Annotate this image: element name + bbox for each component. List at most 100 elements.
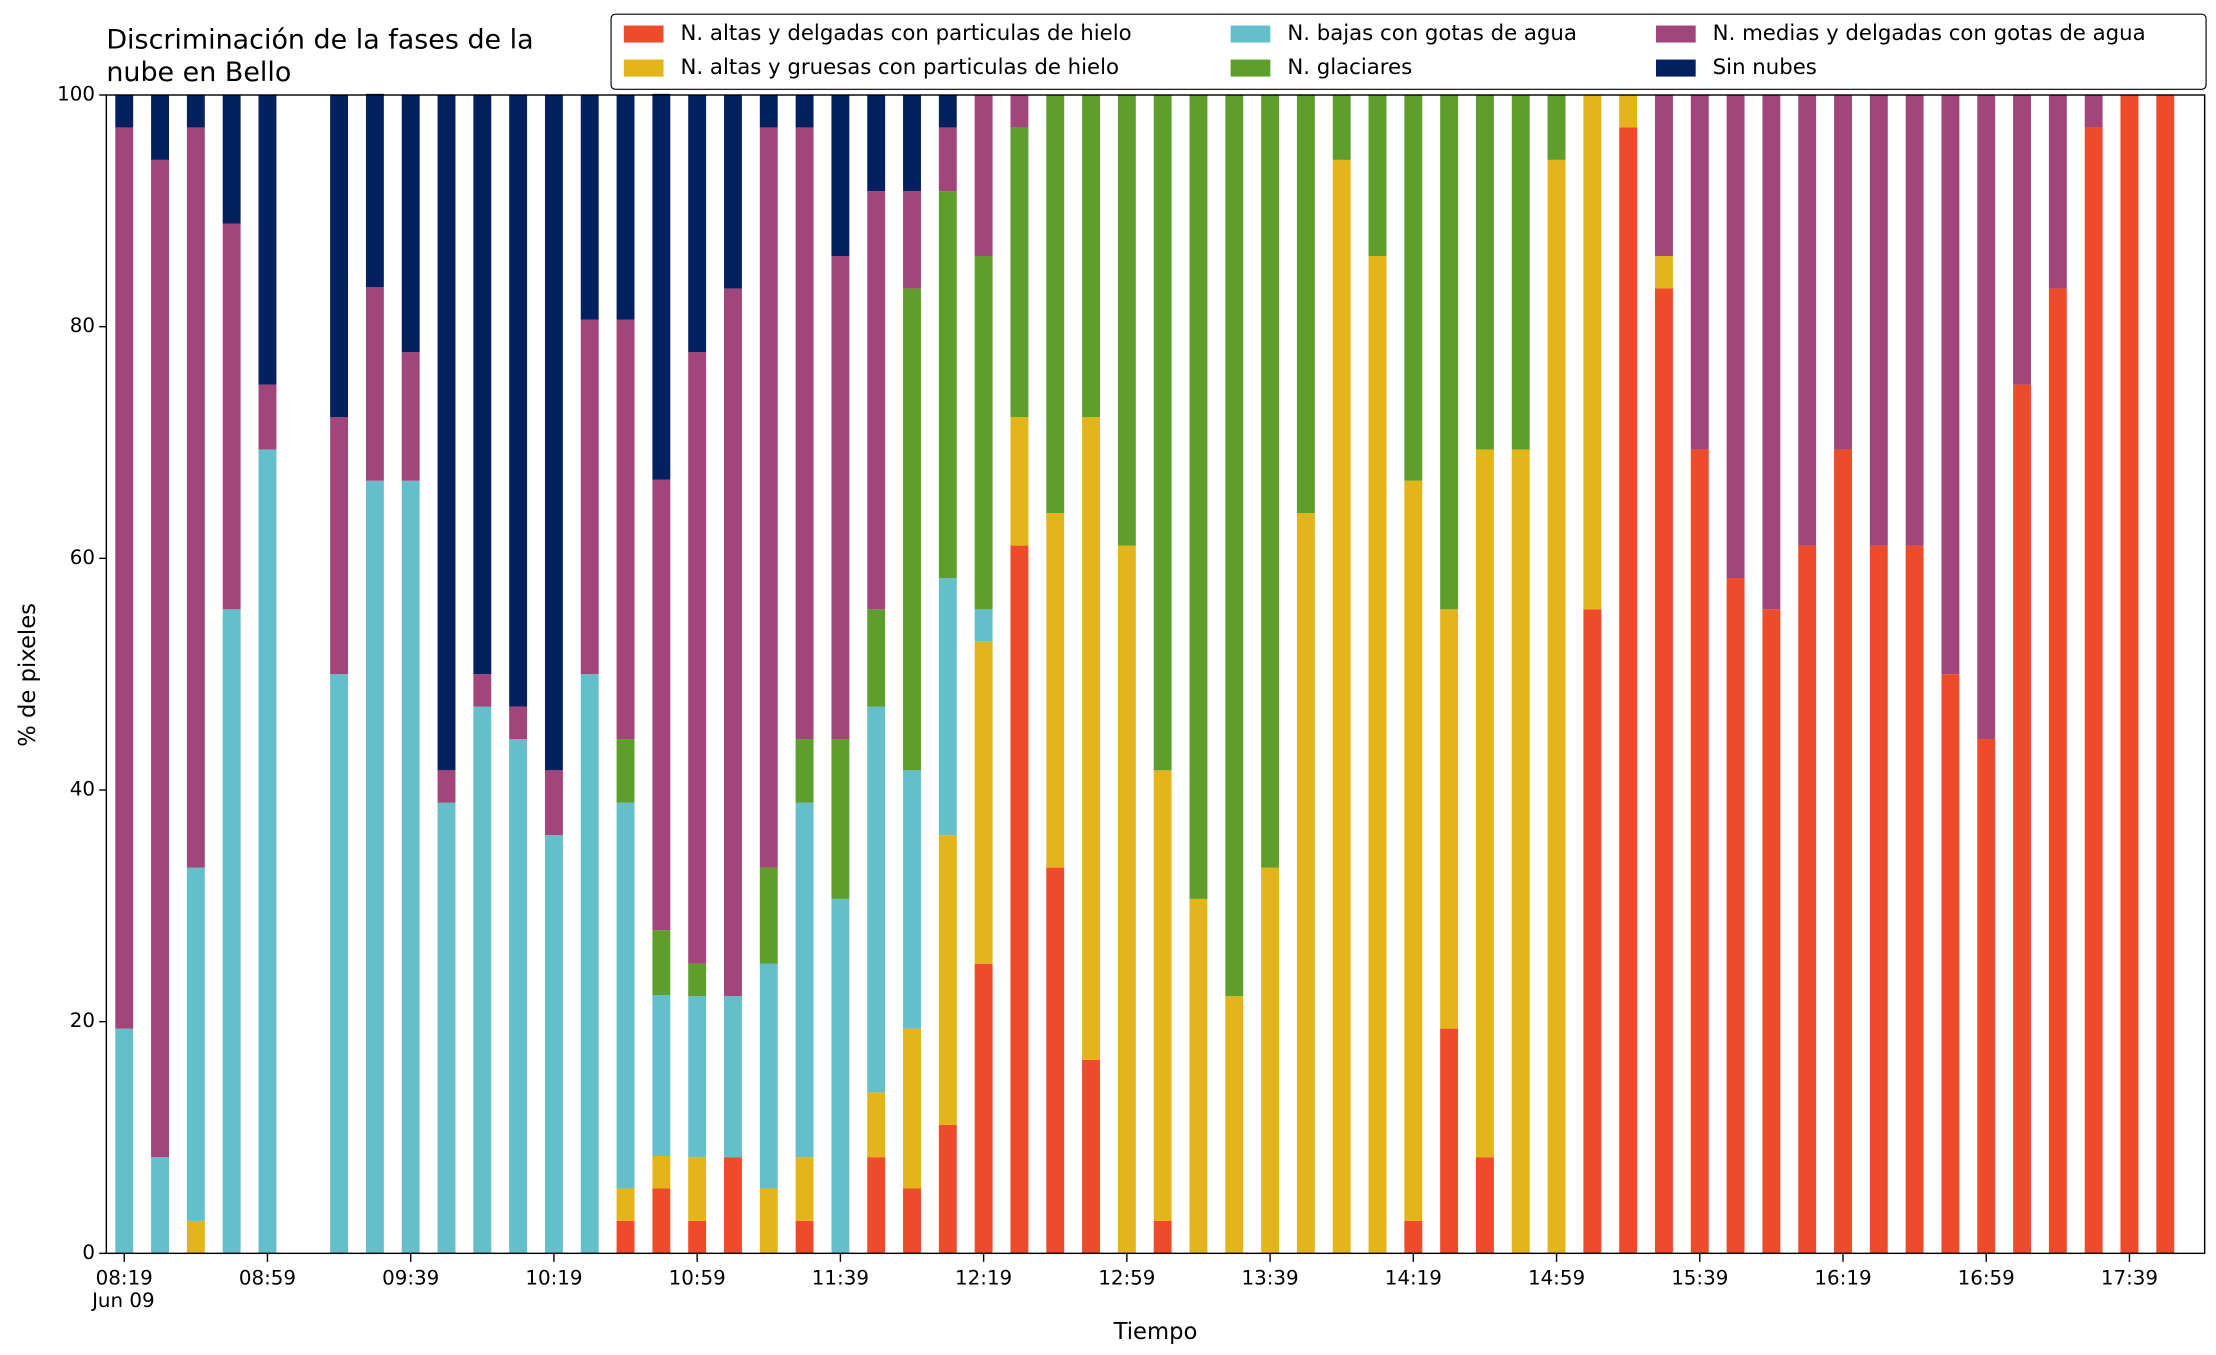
bar-segment (974, 256, 993, 610)
bar-segment (903, 288, 921, 771)
bar-segment (795, 95, 814, 128)
bar-segment (580, 95, 599, 320)
bar-segment (724, 996, 742, 1158)
y-tick-label: 20 (70, 1009, 95, 1032)
bar-segment (1189, 95, 1208, 899)
bar-segment (437, 770, 456, 803)
bar-segment (831, 898, 850, 1254)
bar-segment (151, 1157, 169, 1254)
bar-segment (1619, 95, 1638, 128)
bar-segment (401, 95, 420, 353)
bar-segment (1511, 449, 1530, 1254)
bar-segment (831, 256, 850, 740)
bar-segment (186, 867, 205, 1221)
bar-segment (2156, 95, 2175, 1254)
bar-segment (1046, 513, 1065, 868)
legend-swatch (1655, 25, 1696, 43)
bar-segment (544, 835, 563, 1254)
legend-swatch (623, 25, 664, 43)
bar-segment (186, 95, 205, 128)
bar-segment (867, 191, 886, 610)
y-tick-label: 60 (70, 546, 95, 569)
bar-segment (974, 963, 993, 1254)
bar-segment (688, 996, 707, 1158)
bar-segment (795, 739, 814, 803)
bar-segment (151, 159, 169, 1158)
bar-segment (330, 95, 349, 418)
bar-segment (1655, 95, 1673, 257)
bar-segment (437, 95, 456, 771)
bar-segment (544, 95, 563, 771)
bar-segment (1368, 256, 1387, 1254)
bar-segment (831, 95, 850, 257)
bar-segment (1583, 609, 1602, 1254)
bar-segment (1046, 95, 1065, 514)
bar-segment (831, 739, 850, 899)
bar-segment (437, 802, 456, 1254)
bar-segment (1583, 95, 1602, 610)
x-tick-label: 09:39 (382, 1266, 439, 1289)
bar-segment (1404, 480, 1423, 1221)
x-tick-label: 15:39 (1671, 1266, 1728, 1289)
bar-segment (688, 95, 707, 353)
legend-swatch (623, 59, 664, 77)
chart-title: Discriminación de la fases de la (106, 25, 533, 56)
bar-segment (1869, 545, 1888, 1254)
bar-segment (2013, 95, 2031, 385)
bar-segment (974, 641, 993, 964)
bar-segment (1869, 95, 1888, 546)
x-tick-label: 13:39 (1242, 1266, 1299, 1289)
bar-segment (1440, 609, 1459, 1029)
bar-segment (1404, 1220, 1423, 1254)
bar-segment (509, 739, 528, 1254)
bar-segment (688, 1220, 707, 1254)
bar-segment (2048, 95, 2067, 289)
bar-segment (151, 95, 169, 160)
bar-segment (1762, 95, 1781, 610)
bar-segment (2084, 127, 2103, 1254)
bar-segment (1440, 1028, 1459, 1254)
bar-segment (616, 1220, 635, 1254)
bar-segment (1511, 95, 1530, 450)
bar-segment (938, 127, 957, 192)
bar-segment (186, 127, 205, 868)
bar-segment (903, 191, 921, 289)
bar-segment (616, 319, 635, 740)
x-tick-label: 12:19 (955, 1266, 1012, 1289)
bar-segment (938, 1124, 957, 1254)
bar-segment (1834, 95, 1852, 450)
bar-segment (1010, 95, 1029, 128)
bar-segment (867, 706, 886, 1093)
bar-segment (1296, 513, 1315, 1254)
bar-segment (759, 95, 778, 128)
bar-segment (1726, 578, 1745, 1254)
bar-segment (1010, 127, 1029, 418)
bar-segment (1977, 95, 1996, 740)
bar-segment (365, 93, 384, 288)
bar-segment (1261, 867, 1280, 1254)
bar-segment (652, 1156, 671, 1189)
plot-frame (105, 94, 2206, 1255)
legend-swatch (1655, 59, 1696, 77)
bar-segment (115, 95, 134, 128)
bar-segment (1261, 95, 1280, 868)
x-tick-label: 08:19 (96, 1266, 153, 1289)
bar-segment (903, 770, 921, 1029)
bar-segment (1189, 898, 1208, 1254)
bar-segment (974, 95, 993, 257)
bar-segment (1475, 449, 1494, 1158)
bar-segment (1153, 770, 1172, 1221)
bar-segment (1225, 996, 1244, 1254)
bar-segment (258, 449, 277, 1254)
x-tick-label: 16:19 (1814, 1266, 1871, 1289)
bar-segment (1225, 95, 1244, 997)
bar-segment (1332, 159, 1351, 1254)
bar-segment (1941, 674, 1960, 1254)
bar-segment (652, 1188, 671, 1254)
legend-swatch (1230, 25, 1271, 43)
y-tick-label: 0 (82, 1241, 95, 1264)
bar-segment (652, 93, 671, 480)
bar-segment (580, 674, 599, 1254)
bar-segment (688, 352, 707, 964)
